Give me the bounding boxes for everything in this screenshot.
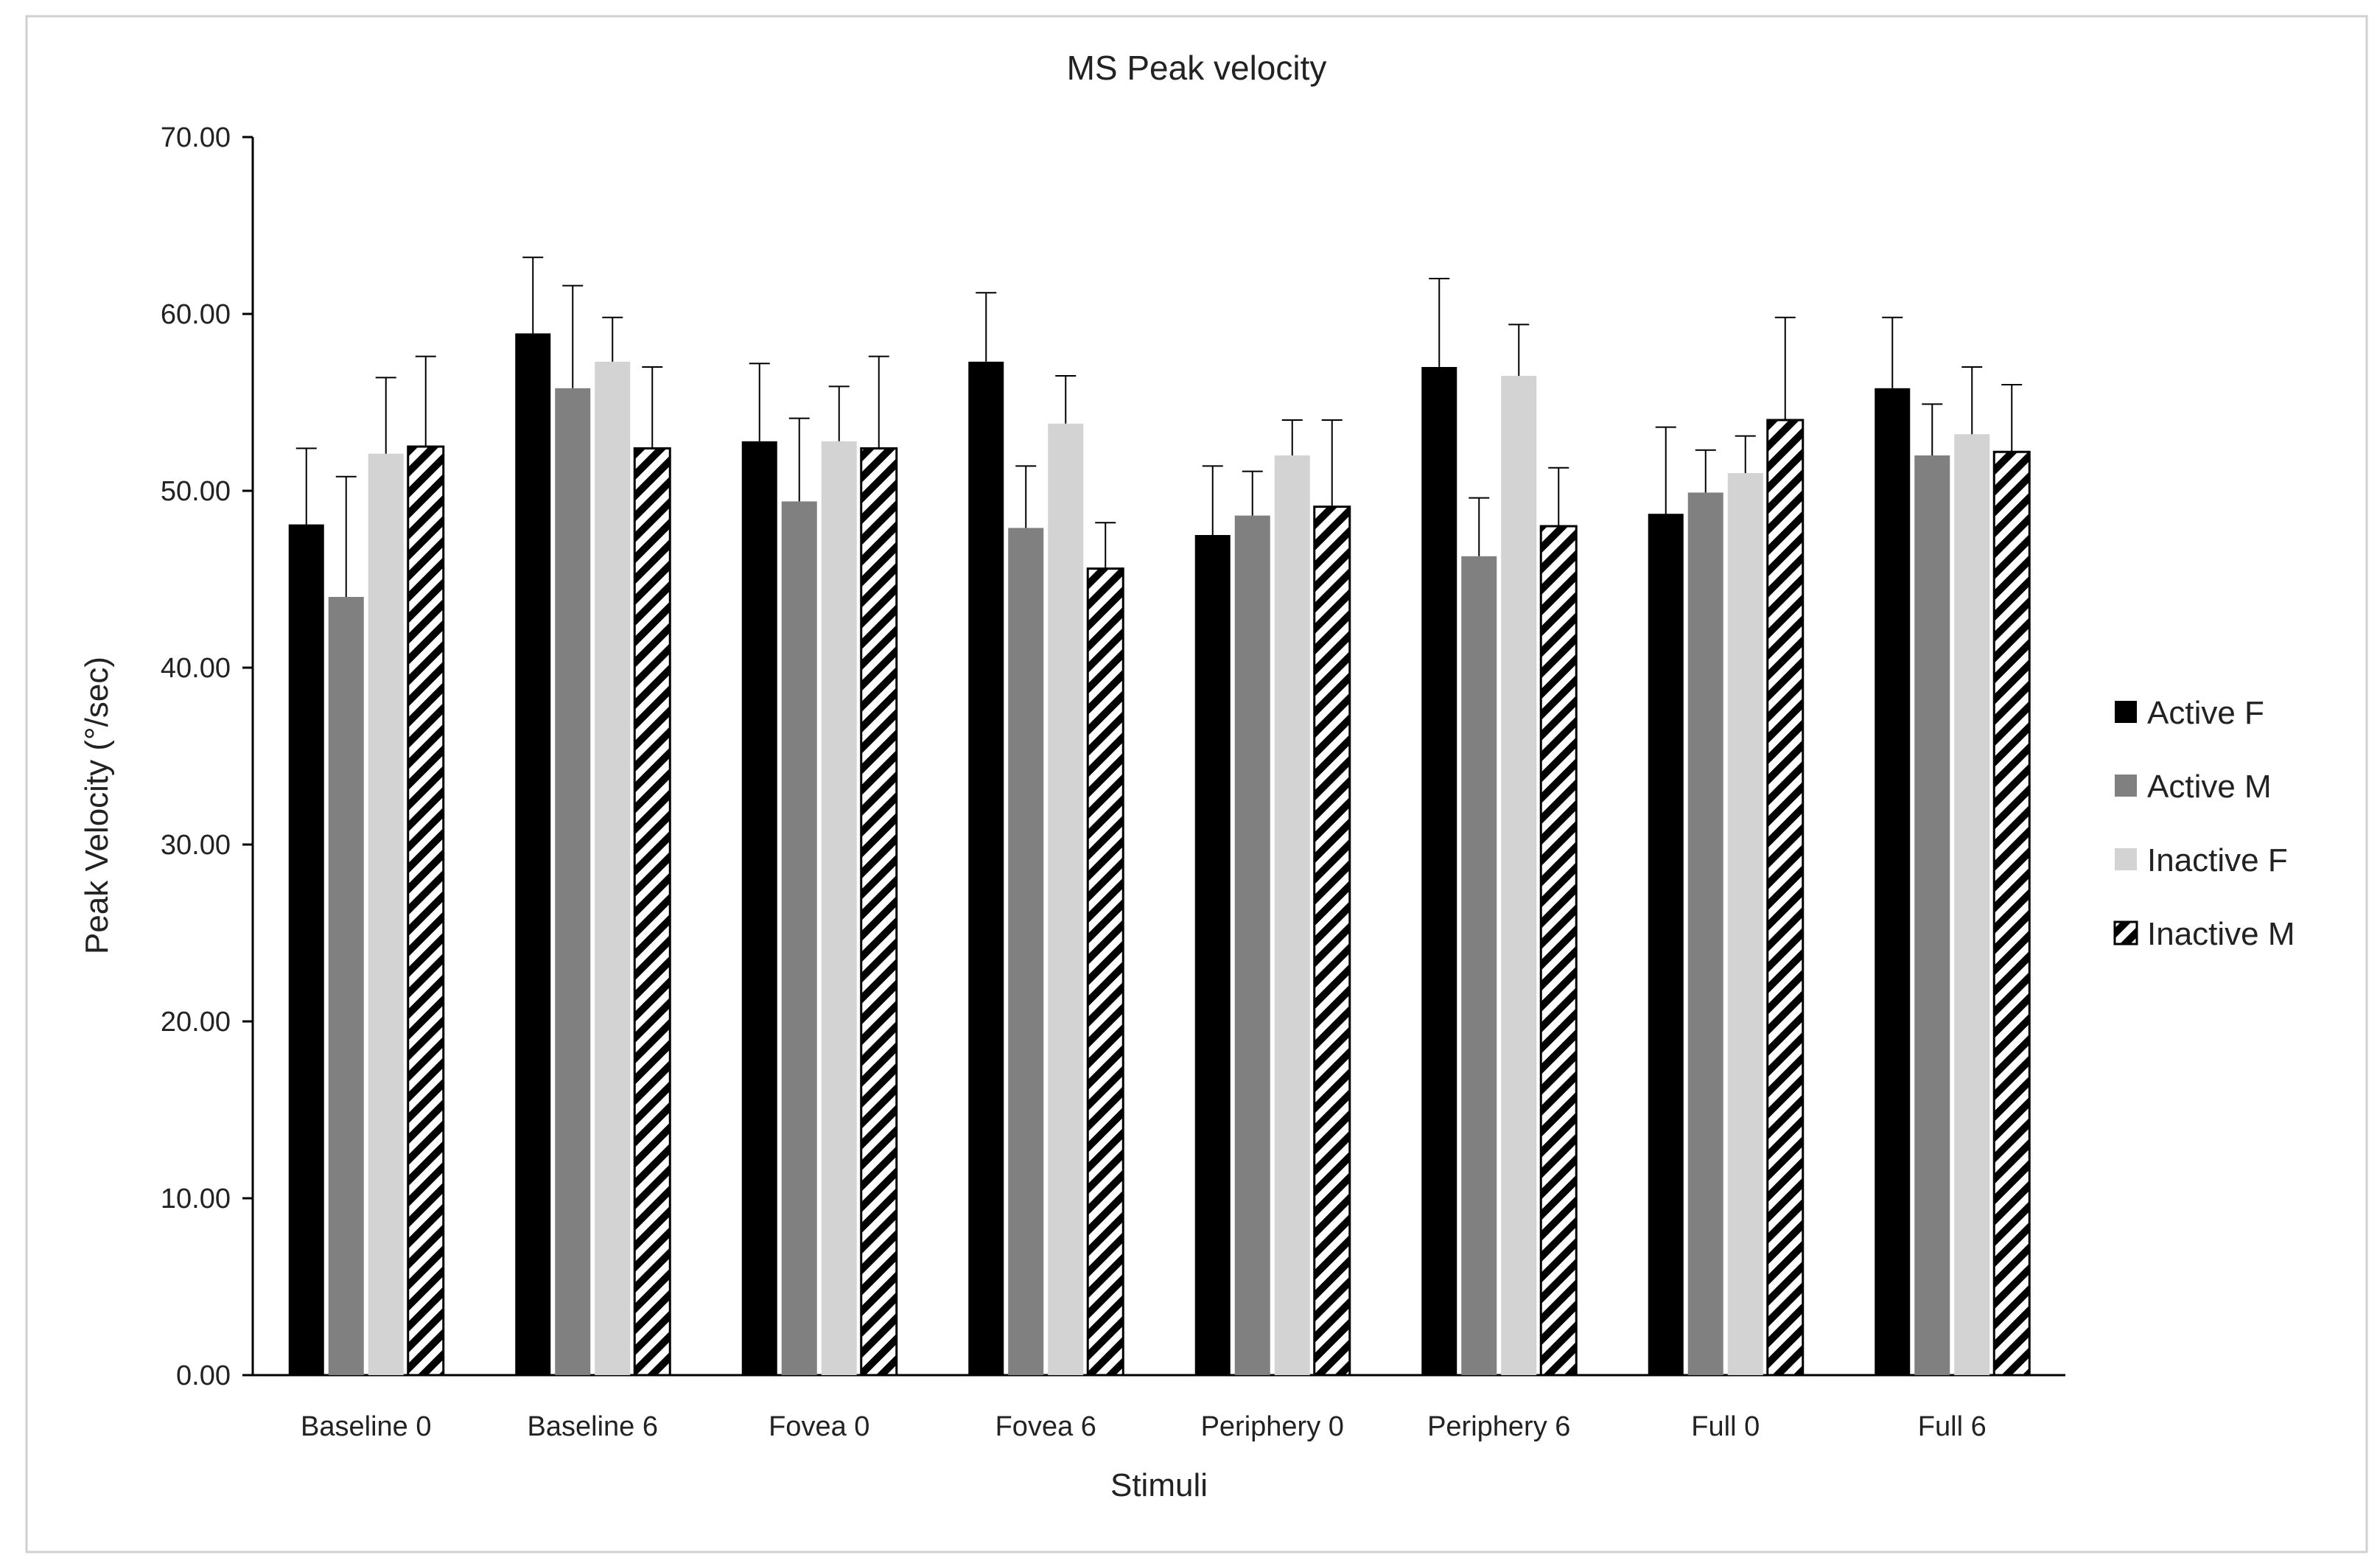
y-tick-label: 60.00 xyxy=(161,299,231,330)
bar xyxy=(1992,450,2031,1377)
bar xyxy=(1274,455,1310,1375)
x-tick-label: Baseline 6 xyxy=(528,1411,658,1442)
bar xyxy=(288,524,324,1375)
y-tick-label: 10.00 xyxy=(161,1184,231,1214)
bar xyxy=(1914,455,1950,1375)
y-tick-label: 20.00 xyxy=(161,1007,231,1038)
bar xyxy=(860,447,898,1377)
bar xyxy=(821,441,857,1375)
bar xyxy=(1501,376,1537,1375)
legend-swatch xyxy=(2113,920,2138,945)
x-axis-title: Stimuli xyxy=(1110,1467,1208,1503)
y-tick-label: 30.00 xyxy=(161,830,231,861)
legend-swatch xyxy=(2115,775,2137,797)
bar xyxy=(1234,515,1270,1375)
y-axis: 0.00 10.00 20.00 30.00 40.00 50.00 60.00 70.00 xyxy=(161,122,254,1391)
bar xyxy=(555,388,591,1375)
x-tick-label: Periphery 0 xyxy=(1201,1411,1344,1442)
bar xyxy=(407,445,445,1377)
x-axis: Baseline 0 Baseline 6 Fovea 0 Fovea 6 Periph… xyxy=(253,1374,2065,1442)
y-tick-label: 0.00 xyxy=(176,1360,231,1391)
bar xyxy=(328,597,364,1375)
x-tick-label: Fovea 6 xyxy=(995,1411,1096,1442)
legend-label: Inactive M xyxy=(2147,916,2295,952)
bar xyxy=(1766,419,1805,1377)
bar xyxy=(1313,506,1351,1377)
bar xyxy=(368,453,404,1375)
x-tick-label: Fovea 0 xyxy=(769,1411,869,1442)
bar xyxy=(781,501,817,1375)
y-axis-title: Peak Velocity (°/sec) xyxy=(79,657,115,954)
bar xyxy=(595,361,631,1375)
y-tick-label: 50.00 xyxy=(161,476,231,507)
bar xyxy=(968,361,1004,1375)
bar xyxy=(1687,492,1723,1375)
bar xyxy=(1539,525,1578,1377)
legend-label: Inactive F xyxy=(2147,842,2288,878)
bar xyxy=(741,441,777,1375)
bar xyxy=(1048,423,1084,1375)
bar xyxy=(1727,473,1763,1375)
legend: Active F Active M Inactive F Inactive M xyxy=(2113,695,2295,952)
x-tick-label: Baseline 0 xyxy=(301,1411,431,1442)
bar xyxy=(1086,567,1124,1377)
x-tick-label: Periphery 6 xyxy=(1427,1411,1570,1442)
legend-swatch xyxy=(2115,701,2137,723)
legend-label: Active F xyxy=(2147,695,2264,731)
x-tick-label: Full 0 xyxy=(1691,1411,1760,1442)
bar xyxy=(1461,556,1497,1375)
bar xyxy=(1648,514,1684,1376)
legend-label: Active M xyxy=(2147,769,2272,805)
legend-swatch xyxy=(2115,848,2137,870)
bar xyxy=(633,447,671,1377)
x-tick-label: Full 6 xyxy=(1918,1411,1987,1442)
bars xyxy=(288,256,2031,1377)
y-tick-label: 40.00 xyxy=(161,653,231,684)
bar xyxy=(1194,535,1231,1375)
bar xyxy=(1421,367,1457,1375)
bar xyxy=(515,333,551,1375)
bar xyxy=(1008,528,1044,1375)
bar xyxy=(1875,388,1911,1375)
bar xyxy=(1954,434,1990,1376)
y-tick-label: 70.00 xyxy=(161,122,231,153)
chart-title: MS Peak velocity xyxy=(1067,49,1327,87)
